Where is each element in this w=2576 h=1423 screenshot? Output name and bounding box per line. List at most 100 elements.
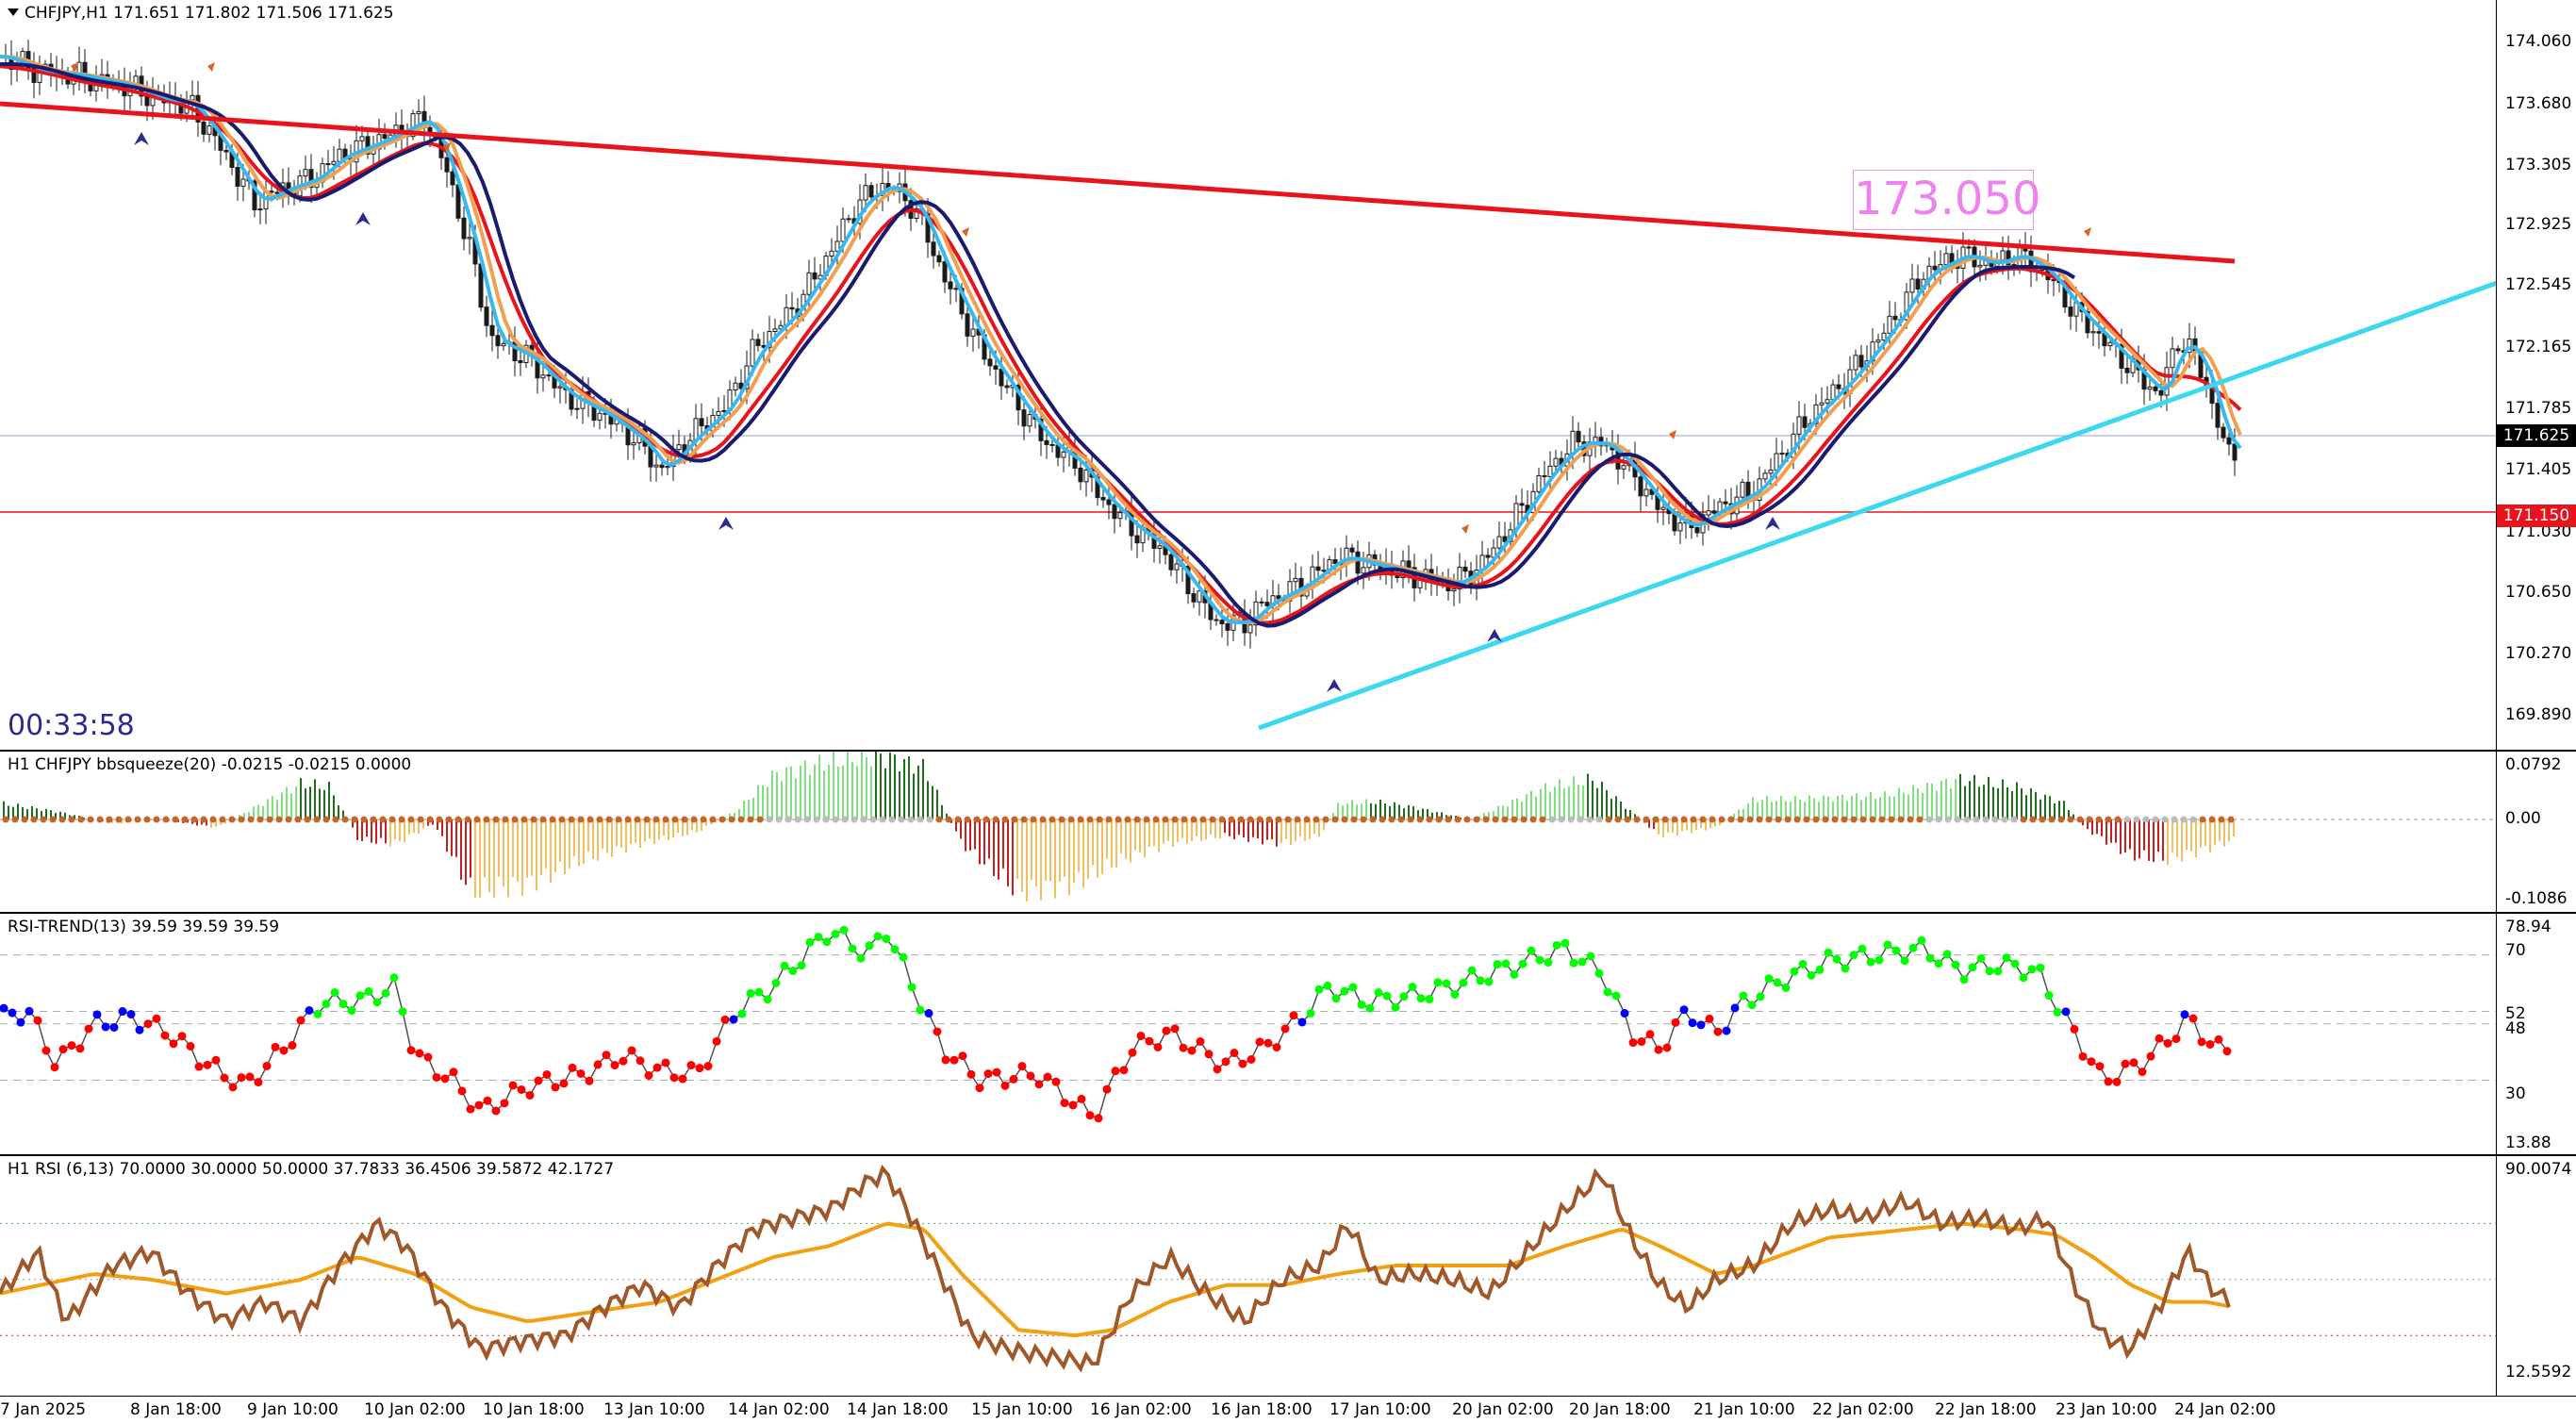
squeeze-dot: [162, 816, 170, 823]
chevron-down-icon[interactable]: [8, 8, 19, 16]
rsi-trend-dot: [1408, 983, 1417, 992]
rsi-panel[interactable]: H1 RSI (6,13) 70.0000 30.0000 50.0000 37…: [0, 1156, 2576, 1396]
squeeze-dot: [2123, 816, 2131, 823]
squeeze-dot: [1812, 816, 1820, 823]
rsi-trend-dot: [771, 978, 781, 987]
candle-body: [546, 374, 552, 377]
rsi-trend-dot: [1858, 944, 1867, 953]
rsi-trend-dot: [1773, 978, 1782, 987]
squeeze-dot: [1501, 816, 1509, 823]
price-plot-area[interactable]: [0, 0, 2497, 750]
rsi-trend-dot: [1162, 1026, 1171, 1035]
rsi-trend-dot: [1586, 951, 1595, 961]
rsi-trend-dot: [1391, 1002, 1400, 1012]
squeeze-dot: [1765, 816, 1773, 823]
rsi-trend-dot: [610, 1061, 619, 1070]
candle-body: [1016, 385, 1021, 411]
candle-body: [450, 171, 455, 186]
price-chart-panel[interactable]: CHFJPY,H1 171.651 171.802 171.506 171.62…: [0, 0, 2576, 750]
rsi-trend-dot: [2163, 1038, 2172, 1048]
candle-body: [631, 442, 636, 446]
bbsqueeze-panel[interactable]: H1 CHFJPY bbsqueeze(20) -0.0215 -0.0215 …: [0, 752, 2576, 912]
panel-separator[interactable]: [0, 750, 2576, 752]
axis-tick-label: -0.1086: [2505, 889, 2568, 908]
candle-body: [308, 169, 314, 189]
time-axis[interactable]: 7 Jan 2025 8 Jan 18:00 9 Jan 10:00 10 Jan 0…: [0, 1396, 2576, 1423]
candles: [3, 40, 2237, 649]
squeeze-dot: [2227, 816, 2235, 823]
squeeze-dot: [2067, 816, 2074, 823]
rsi-trend-dot: [1425, 995, 1434, 1004]
squeeze-dot: [1671, 816, 1678, 823]
rsi-trend-dot: [686, 1061, 696, 1070]
candle-body: [2096, 331, 2102, 334]
price-highlight-label[interactable]: 173.050: [1853, 170, 2041, 230]
rsi-trend-plot-area[interactable]: [0, 914, 2497, 1154]
rsi-trend-dot: [865, 941, 874, 951]
squeeze-dot: [1793, 816, 1801, 823]
squeeze-dot: [1718, 816, 1726, 823]
rsi-trend-dot: [712, 1036, 721, 1046]
candle-body: [1259, 601, 1264, 604]
rsi-trend-dot: [1628, 1038, 1638, 1048]
rsi-trend-dot: [1145, 1036, 1154, 1046]
axis-tick-label: 0.00: [2505, 809, 2541, 828]
rsi-canvas[interactable]: [0, 1156, 2497, 1396]
rsi-trend-panel[interactable]: RSI-TREND(13) 39.59 39.59 39.59 78.94 70 5…: [0, 914, 2576, 1154]
rsi-trend-dot: [1739, 991, 1748, 1001]
candle-body: [382, 134, 388, 140]
squeeze-dot: [2199, 816, 2206, 823]
squeeze-dot: [728, 816, 735, 823]
panel-separator[interactable]: [0, 1154, 2576, 1156]
rsi-trend-dot: [1484, 977, 1494, 986]
rsi-trend-dot: [1255, 1037, 1264, 1047]
rsi-plot-area[interactable]: [0, 1156, 2497, 1396]
bbsqueeze-plot-area[interactable]: [0, 752, 2497, 912]
squeeze-dot: [1228, 816, 1235, 823]
rsi-trend-dot: [992, 1067, 1001, 1077]
rsi-trend-dot: [1764, 974, 1774, 984]
squeeze-dot: [332, 816, 339, 823]
squeeze-dot: [1209, 816, 1216, 823]
time-tick-label: 14 Jan 18:00: [847, 1400, 949, 1419]
candle-body: [1553, 457, 1559, 467]
rsi-trend-dot: [0, 1003, 8, 1013]
panel-separator[interactable]: [0, 912, 2576, 914]
rsi-trend-dot: [890, 945, 900, 954]
rsi-trend-dot: [75, 1044, 85, 1053]
squeeze-dot: [1303, 816, 1311, 823]
rsi-trend-dot: [1365, 1003, 1375, 1013]
rsi-trend-dot: [2027, 965, 2037, 974]
rsi-trend-dot: [1289, 1011, 1298, 1020]
squeeze-dot: [473, 816, 481, 823]
bbsqueeze-canvas[interactable]: [0, 752, 2497, 912]
axis-tick-label: 13.88: [2505, 1133, 2551, 1152]
candle-body: [1496, 536, 1502, 549]
rsi-trend-dot: [1196, 1037, 1205, 1047]
rsi-trend-dot: [780, 961, 789, 970]
candle-body: [1083, 469, 1089, 483]
squeeze-dot: [1067, 816, 1075, 823]
squeeze-dot: [652, 816, 660, 823]
candle-body: [1762, 472, 1768, 480]
rsi-trend-dot: [135, 1025, 144, 1034]
squeeze-dot: [1237, 816, 1245, 823]
squeeze-dot: [1171, 816, 1179, 823]
squeeze-dot: [1350, 816, 1358, 823]
candle-body: [993, 365, 999, 370]
rsi-trend-dot: [661, 1058, 670, 1067]
rsi-trend-dot: [1450, 990, 1460, 1000]
squeeze-dot: [1803, 816, 1810, 823]
rsi-trend-dot: [1416, 994, 1426, 1003]
rsi-trend-canvas[interactable]: [0, 914, 2497, 1154]
rsi-trend-dot: [1230, 1049, 1239, 1058]
squeeze-dot: [2039, 816, 2046, 823]
price-chart-canvas[interactable]: [0, 0, 2497, 750]
squeeze-dot: [1482, 816, 1490, 823]
squeeze-dot: [426, 816, 434, 823]
rsi-trend-dot: [1204, 1050, 1214, 1059]
candle-body: [2158, 389, 2164, 396]
rsi-trend-dot: [279, 1046, 289, 1055]
ema-navy-line: [0, 62, 2076, 628]
rsi-trend-dot: [1798, 959, 1808, 968]
